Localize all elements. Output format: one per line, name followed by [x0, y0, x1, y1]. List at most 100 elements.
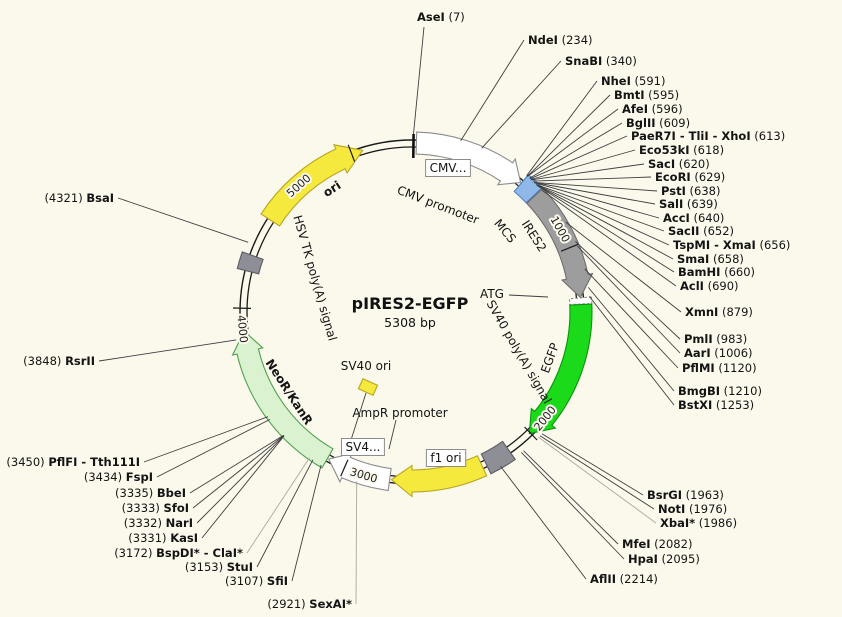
- site-stui[interactable]: (3153) StuI: [185, 560, 253, 574]
- site-eco53ki[interactable]: Eco53kI (618): [639, 143, 724, 157]
- site-leader-tspmi-xmai: [536, 184, 670, 246]
- cmv-label[interactable]: CMV...: [425, 159, 471, 177]
- sv40-ori-label[interactable]: SV40 ori: [341, 359, 392, 373]
- site-leader-saci: [531, 163, 645, 181]
- svg-text:ori: ori: [321, 178, 344, 200]
- hsv-tk-poly-a-signal-label[interactable]: HSV TK poly(A) signal: [290, 214, 339, 343]
- svg-text:ATG: ATG: [480, 287, 504, 301]
- feature-hsv-tk-polya[interactable]: [236, 251, 264, 275]
- feature-egfp[interactable]: [528, 303, 593, 435]
- site-ndei[interactable]: NdeI (234): [528, 33, 593, 47]
- site-kasi[interactable]: (3331) KasI: [128, 531, 198, 545]
- ori-label[interactable]: ori: [321, 178, 344, 200]
- site-afei[interactable]: AfeI (596): [622, 102, 683, 116]
- site-nari[interactable]: (3332) NarI: [124, 516, 193, 530]
- atg-label[interactable]: ATG: [480, 287, 504, 301]
- site-leader-xmni: [565, 221, 682, 313]
- feature-neor-kanr[interactable]: [231, 330, 334, 469]
- site-bsai[interactable]: (4321) BsaI: [44, 191, 114, 205]
- site-pflmi[interactable]: PflMI (1120): [682, 361, 757, 375]
- site-nhei[interactable]: NheI (591): [601, 74, 665, 88]
- site-sacii[interactable]: SacII (652): [668, 224, 734, 238]
- svg-text:CMV...: CMV...: [430, 161, 467, 175]
- site-leader-hpai: [521, 452, 625, 560]
- site-bbei[interactable]: (3335) BbeI: [115, 486, 186, 500]
- site-fspi[interactable]: (3434) FspI: [84, 470, 153, 484]
- site-leader-aari: [576, 245, 681, 354]
- cmv-promoter-label[interactable]: CMV promoter: [395, 183, 481, 227]
- site-bspdi-clai[interactable]: (3172) BspDI* - ClaI*: [114, 546, 243, 560]
- site-noti[interactable]: NotI (1976): [658, 502, 727, 516]
- site-smai[interactable]: SmaI (658): [677, 252, 744, 266]
- ampr-promoter-label[interactable]: AmpR promoter: [352, 406, 447, 420]
- site-tspmi-xmai[interactable]: TspMI - XmaI (656): [673, 238, 790, 252]
- site-leader-bspdi-clai: [246, 457, 310, 554]
- site-leader-fspi: [156, 418, 271, 478]
- site-bstxi[interactable]: BstXI (1253): [678, 398, 754, 412]
- site-leader-paer7i-tlii-xhoi: [529, 135, 628, 180]
- site-hpai[interactable]: HpaI (2095): [628, 552, 700, 566]
- site-bmgbi[interactable]: BmgBI (1210): [678, 384, 762, 398]
- site-leader-afei: [527, 108, 619, 177]
- site-leader-bbei: [189, 434, 284, 494]
- svg-text:EGFP: EGFP: [538, 341, 562, 375]
- f1-ori-label-box: [425, 449, 467, 467]
- site-asei[interactable]: AseI (7): [417, 10, 465, 24]
- site-rsrii[interactable]: (3848) RsrII: [23, 354, 95, 368]
- site-aflii[interactable]: AflII (2214): [590, 572, 658, 586]
- scale-tick-1000: [560, 243, 579, 252]
- svg-text:SV40 ori: SV40 ori: [341, 359, 392, 373]
- ampr-promoter-leader: [388, 419, 397, 450]
- site-leader-bsai: [117, 197, 249, 243]
- feature-ires2[interactable]: [526, 187, 594, 299]
- cmv-label-box: [425, 159, 471, 177]
- site-leader-acli: [541, 189, 677, 287]
- site-mfei[interactable]: MfeI (2082): [622, 537, 692, 551]
- site-leader-eco53ki: [530, 149, 636, 180]
- f1-ori-label[interactable]: f1 ori: [425, 449, 467, 467]
- site-pflfi-tth111i[interactable]: (3450) PflFI - Tth111I: [6, 455, 140, 469]
- site-acli[interactable]: AclI (690): [680, 279, 739, 293]
- feature-sv40-promoter[interactable]: [328, 452, 392, 492]
- sv4-label[interactable]: SV4...: [341, 438, 385, 456]
- feature-ori[interactable]: [260, 144, 364, 227]
- site-aari[interactable]: AarI (1006): [684, 346, 753, 360]
- egfp-label[interactable]: EGFP: [538, 341, 562, 375]
- site-leader-kasi: [201, 435, 285, 539]
- site-leader-nhei: [526, 80, 598, 177]
- site-pmli[interactable]: PmlI (983): [684, 332, 747, 346]
- site-leader-xbai: [538, 436, 657, 524]
- site-saci[interactable]: SacI (620): [648, 157, 710, 171]
- site-leader-sfoi: [192, 435, 285, 509]
- scale-tick-5000: [347, 144, 356, 162]
- site-leader-bglii: [529, 122, 623, 179]
- sv4-label-box: [341, 438, 385, 456]
- feature-cmv-promoter[interactable]: [415, 131, 522, 186]
- site-xmni[interactable]: XmnI (879): [685, 305, 753, 319]
- site-bglii[interactable]: BglII (609): [626, 116, 690, 130]
- site-sexai[interactable]: (2921) SexAI*: [267, 597, 352, 611]
- site-ecori[interactable]: EcoRI (629): [655, 170, 725, 184]
- site-sfoi[interactable]: (3333) SfoI: [122, 501, 189, 515]
- site-sfii[interactable]: (3107) SfiI: [225, 574, 288, 588]
- feature-sv40-polya[interactable]: [480, 440, 516, 475]
- feature-ires2-egfp-junction[interactable]: [568, 296, 593, 306]
- site-acci[interactable]: AccI (640): [663, 211, 724, 225]
- site-leader-psti: [533, 181, 658, 192]
- site-psti[interactable]: PstI (638): [661, 184, 720, 198]
- site-bmti[interactable]: BmtI (595): [614, 88, 679, 102]
- feature-sv40-ori[interactable]: [357, 377, 379, 397]
- mcs-label[interactable]: MCS: [491, 216, 519, 245]
- scale-label-4000: 4000: [234, 314, 250, 343]
- site-sali[interactable]: SalI (639): [659, 197, 718, 211]
- site-leader-ndei: [460, 39, 525, 142]
- site-leader-bamhi: [537, 185, 675, 273]
- site-bsrgi[interactable]: BsrGI (1963): [647, 488, 724, 502]
- site-snabi[interactable]: SnaBI (340): [565, 54, 637, 68]
- site-bamhi[interactable]: BamHI (660): [678, 265, 755, 279]
- site-paer7i-tlii-xhoi[interactable]: PaeR7I - TliI - XhoI (613): [631, 129, 785, 143]
- site-leader-noti: [539, 435, 655, 510]
- site-xbai[interactable]: XbaI* (1986): [660, 516, 737, 530]
